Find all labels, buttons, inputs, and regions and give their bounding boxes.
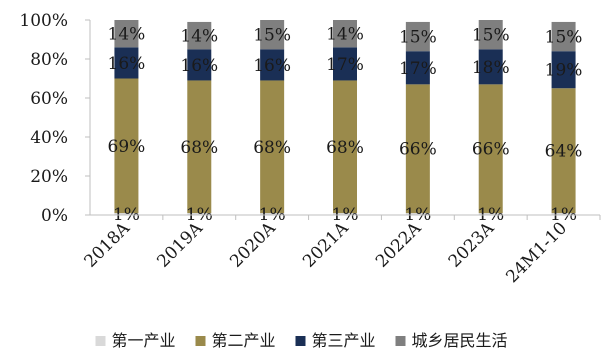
data-label: 64%	[545, 142, 583, 162]
x-tick-label: 2021A	[299, 218, 353, 272]
bar-segment	[405, 84, 430, 214]
data-label: 18%	[472, 58, 510, 78]
y-tick-label: 0%	[41, 206, 68, 226]
legend-label: 第三产业	[312, 331, 376, 350]
bar-segment	[478, 49, 503, 85]
legend-item: 城乡居民生活	[395, 331, 508, 350]
bar-segment	[114, 20, 139, 48]
x-tick-label: 24M1-10	[502, 218, 571, 287]
bar-segment	[478, 213, 503, 215]
bar-segment	[333, 80, 357, 214]
y-tick-label: 80%	[30, 50, 68, 70]
data-label: 15%	[399, 28, 437, 48]
y-tick-label: 100%	[19, 11, 68, 31]
bar-segment	[187, 80, 212, 214]
data-label: 14%	[326, 25, 364, 45]
bar-segment	[187, 213, 212, 215]
bar-segment	[405, 21, 430, 52]
data-label: 15%	[253, 26, 291, 46]
bar-segment	[187, 21, 212, 50]
bar-segment	[333, 213, 357, 215]
x-tick-label: 2020A	[226, 218, 280, 272]
data-label: 15%	[545, 28, 583, 48]
y-tick-label: 60%	[30, 89, 68, 109]
data-label: 66%	[399, 140, 437, 160]
x-tick-label: 2018A	[81, 218, 135, 272]
legend-label: 城乡居民生活	[412, 331, 508, 350]
data-label: 16%	[108, 54, 146, 74]
bar-segment	[333, 20, 357, 48]
bar-segment	[551, 51, 576, 89]
bar-segment	[551, 213, 576, 215]
data-label: 17%	[399, 59, 437, 79]
bar-segment	[260, 49, 285, 81]
y-axis: 0% 20% 40% 60% 80% 100%	[19, 11, 91, 226]
data-label: 19%	[545, 61, 583, 81]
legend: 第一产业 第二产业 第三产业 城乡居民生活	[95, 331, 508, 350]
x-tick-label: 2022A	[372, 218, 426, 272]
data-labels: 1%69%16%14%1%68%16%14%1%68%16%15%1%68%17…	[108, 25, 583, 225]
legend-swatch	[395, 336, 406, 346]
bars	[114, 20, 576, 215]
bar-segment	[260, 213, 285, 215]
legend-label: 第一产业	[112, 331, 176, 350]
bar-segment	[551, 88, 576, 214]
data-label: 68%	[326, 138, 364, 158]
legend-swatch	[195, 336, 206, 346]
data-label: 17%	[326, 55, 364, 75]
data-label: 14%	[108, 25, 146, 45]
bar-segment	[551, 21, 576, 52]
data-label: 68%	[253, 138, 291, 158]
bar-segment	[478, 20, 503, 50]
bar-segment	[405, 51, 430, 85]
legend-item: 第一产业	[95, 331, 176, 350]
bar-segment	[114, 213, 139, 215]
data-label: 68%	[180, 138, 218, 158]
y-tick-label: 40%	[30, 128, 68, 148]
bar-segment	[333, 47, 357, 81]
data-label: 15%	[472, 26, 510, 46]
data-label: 14%	[180, 27, 218, 47]
legend-item: 第三产业	[295, 331, 376, 350]
x-tick-label: 2019A	[153, 218, 207, 272]
data-label: 66%	[472, 140, 510, 160]
legend-swatch	[295, 336, 306, 346]
bar-segment	[260, 80, 285, 214]
bar-segment	[405, 213, 430, 215]
bar-segment	[114, 47, 139, 79]
legend-swatch	[95, 336, 106, 346]
x-tick-label: 2023A	[445, 218, 499, 272]
data-label: 16%	[253, 56, 291, 76]
x-axis: 2018A 2019A 2020A 2021A 2022A 2023A 24M1-10	[81, 214, 601, 287]
bar-segment	[478, 84, 503, 214]
bar-segment	[260, 20, 285, 50]
legend-label: 第二产业	[212, 331, 276, 350]
bar-segment	[114, 78, 139, 214]
y-tick-label: 20%	[30, 167, 68, 187]
data-label: 69%	[108, 137, 146, 157]
bar-segment	[187, 49, 212, 81]
data-label: 16%	[180, 56, 218, 76]
legend-item: 第二产业	[195, 331, 276, 350]
